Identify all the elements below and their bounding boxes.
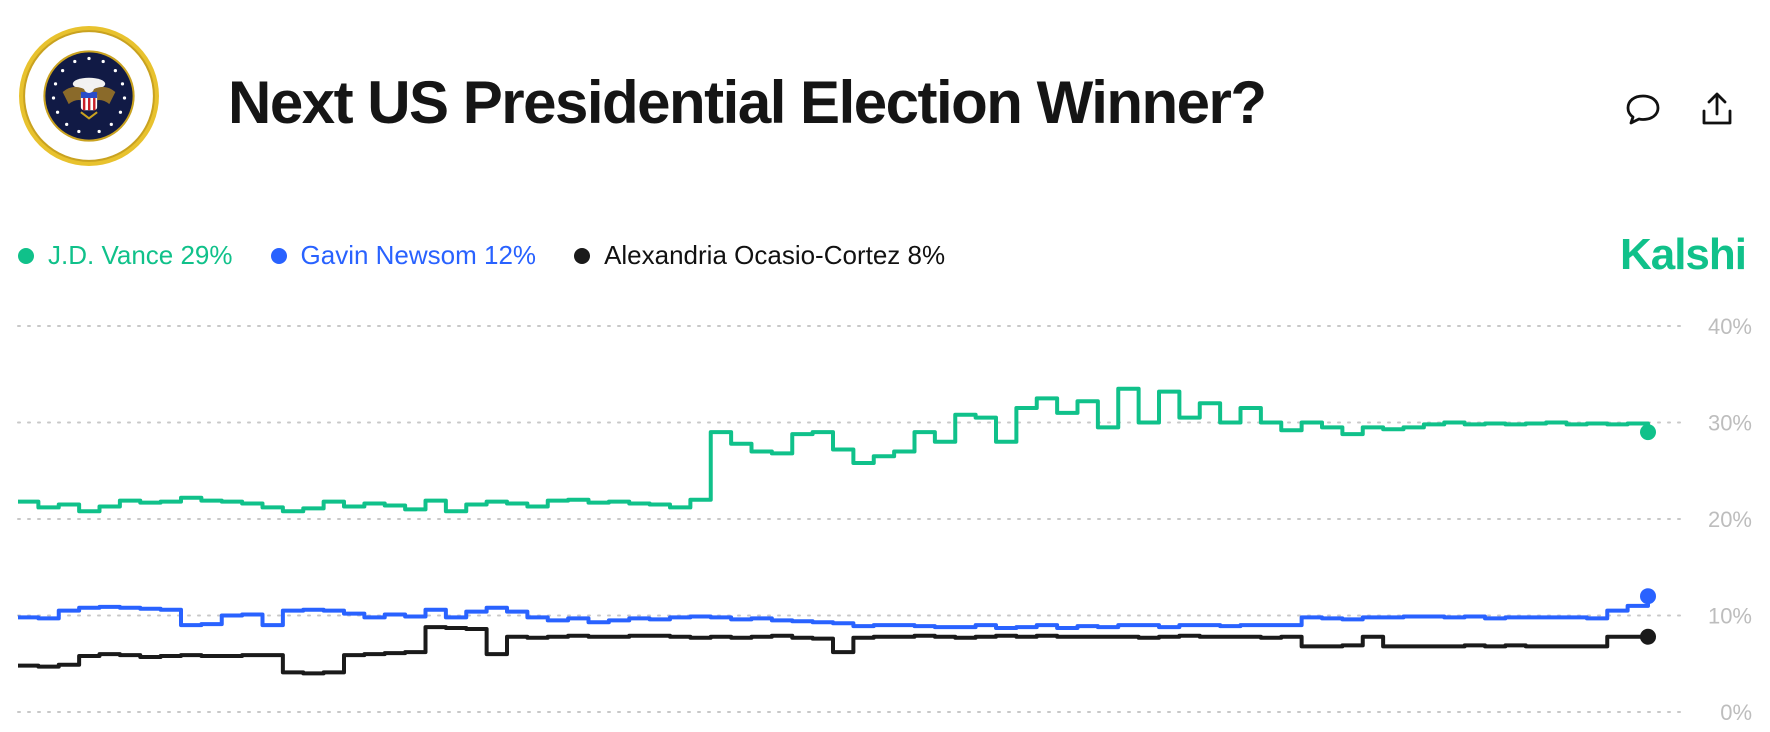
- series-endpoint-0: [1640, 424, 1656, 441]
- series-endpoint-1: [1640, 588, 1656, 605]
- legend-label-vance: J.D. Vance 29%: [48, 240, 233, 270]
- comment-button[interactable]: [1620, 86, 1666, 132]
- legend-dot-ocasio-cortez: [574, 247, 591, 264]
- header-actions: [1620, 86, 1740, 132]
- chart-legend: J.D. Vance 29% Gavin Newsom 12% Alexandr…: [18, 240, 945, 271]
- comment-icon: [1626, 94, 1660, 125]
- kalshi-logo: Kalshi: [1619, 230, 1747, 279]
- series-endpoint-2: [1640, 628, 1656, 645]
- y-tick-label: 30%: [1708, 411, 1752, 436]
- series-line-2: [18, 625, 1648, 676]
- y-tick-label: 10%: [1708, 604, 1752, 629]
- legend-item-newsom[interactable]: Gavin Newsom 12%: [270, 240, 537, 271]
- legend-item-ocasio-cortez[interactable]: Alexandria Ocasio-Cortez 8%: [574, 240, 945, 271]
- series-line-1: [18, 596, 1650, 631]
- legend-item-vance[interactable]: J.D. Vance 29%: [18, 240, 233, 271]
- legend-label-ocasio-cortez: Alexandria Ocasio-Cortez 8%: [604, 240, 946, 270]
- y-tick-label: 0%: [1720, 700, 1752, 725]
- y-tick-label: 40%: [1708, 314, 1752, 339]
- share-button[interactable]: [1694, 86, 1740, 132]
- presidential-seal-logo: [19, 26, 159, 166]
- share-icon: [1702, 92, 1732, 125]
- legend-label-newsom: Gavin Newsom 12%: [300, 240, 537, 270]
- legend-dot-vance: [18, 247, 34, 264]
- y-tick-label: 20%: [1708, 507, 1752, 532]
- page-title: Next US Presidential Election Winner?: [228, 69, 1267, 136]
- legend-dot-newsom: [270, 247, 287, 264]
- series-line-0: [18, 386, 1650, 514]
